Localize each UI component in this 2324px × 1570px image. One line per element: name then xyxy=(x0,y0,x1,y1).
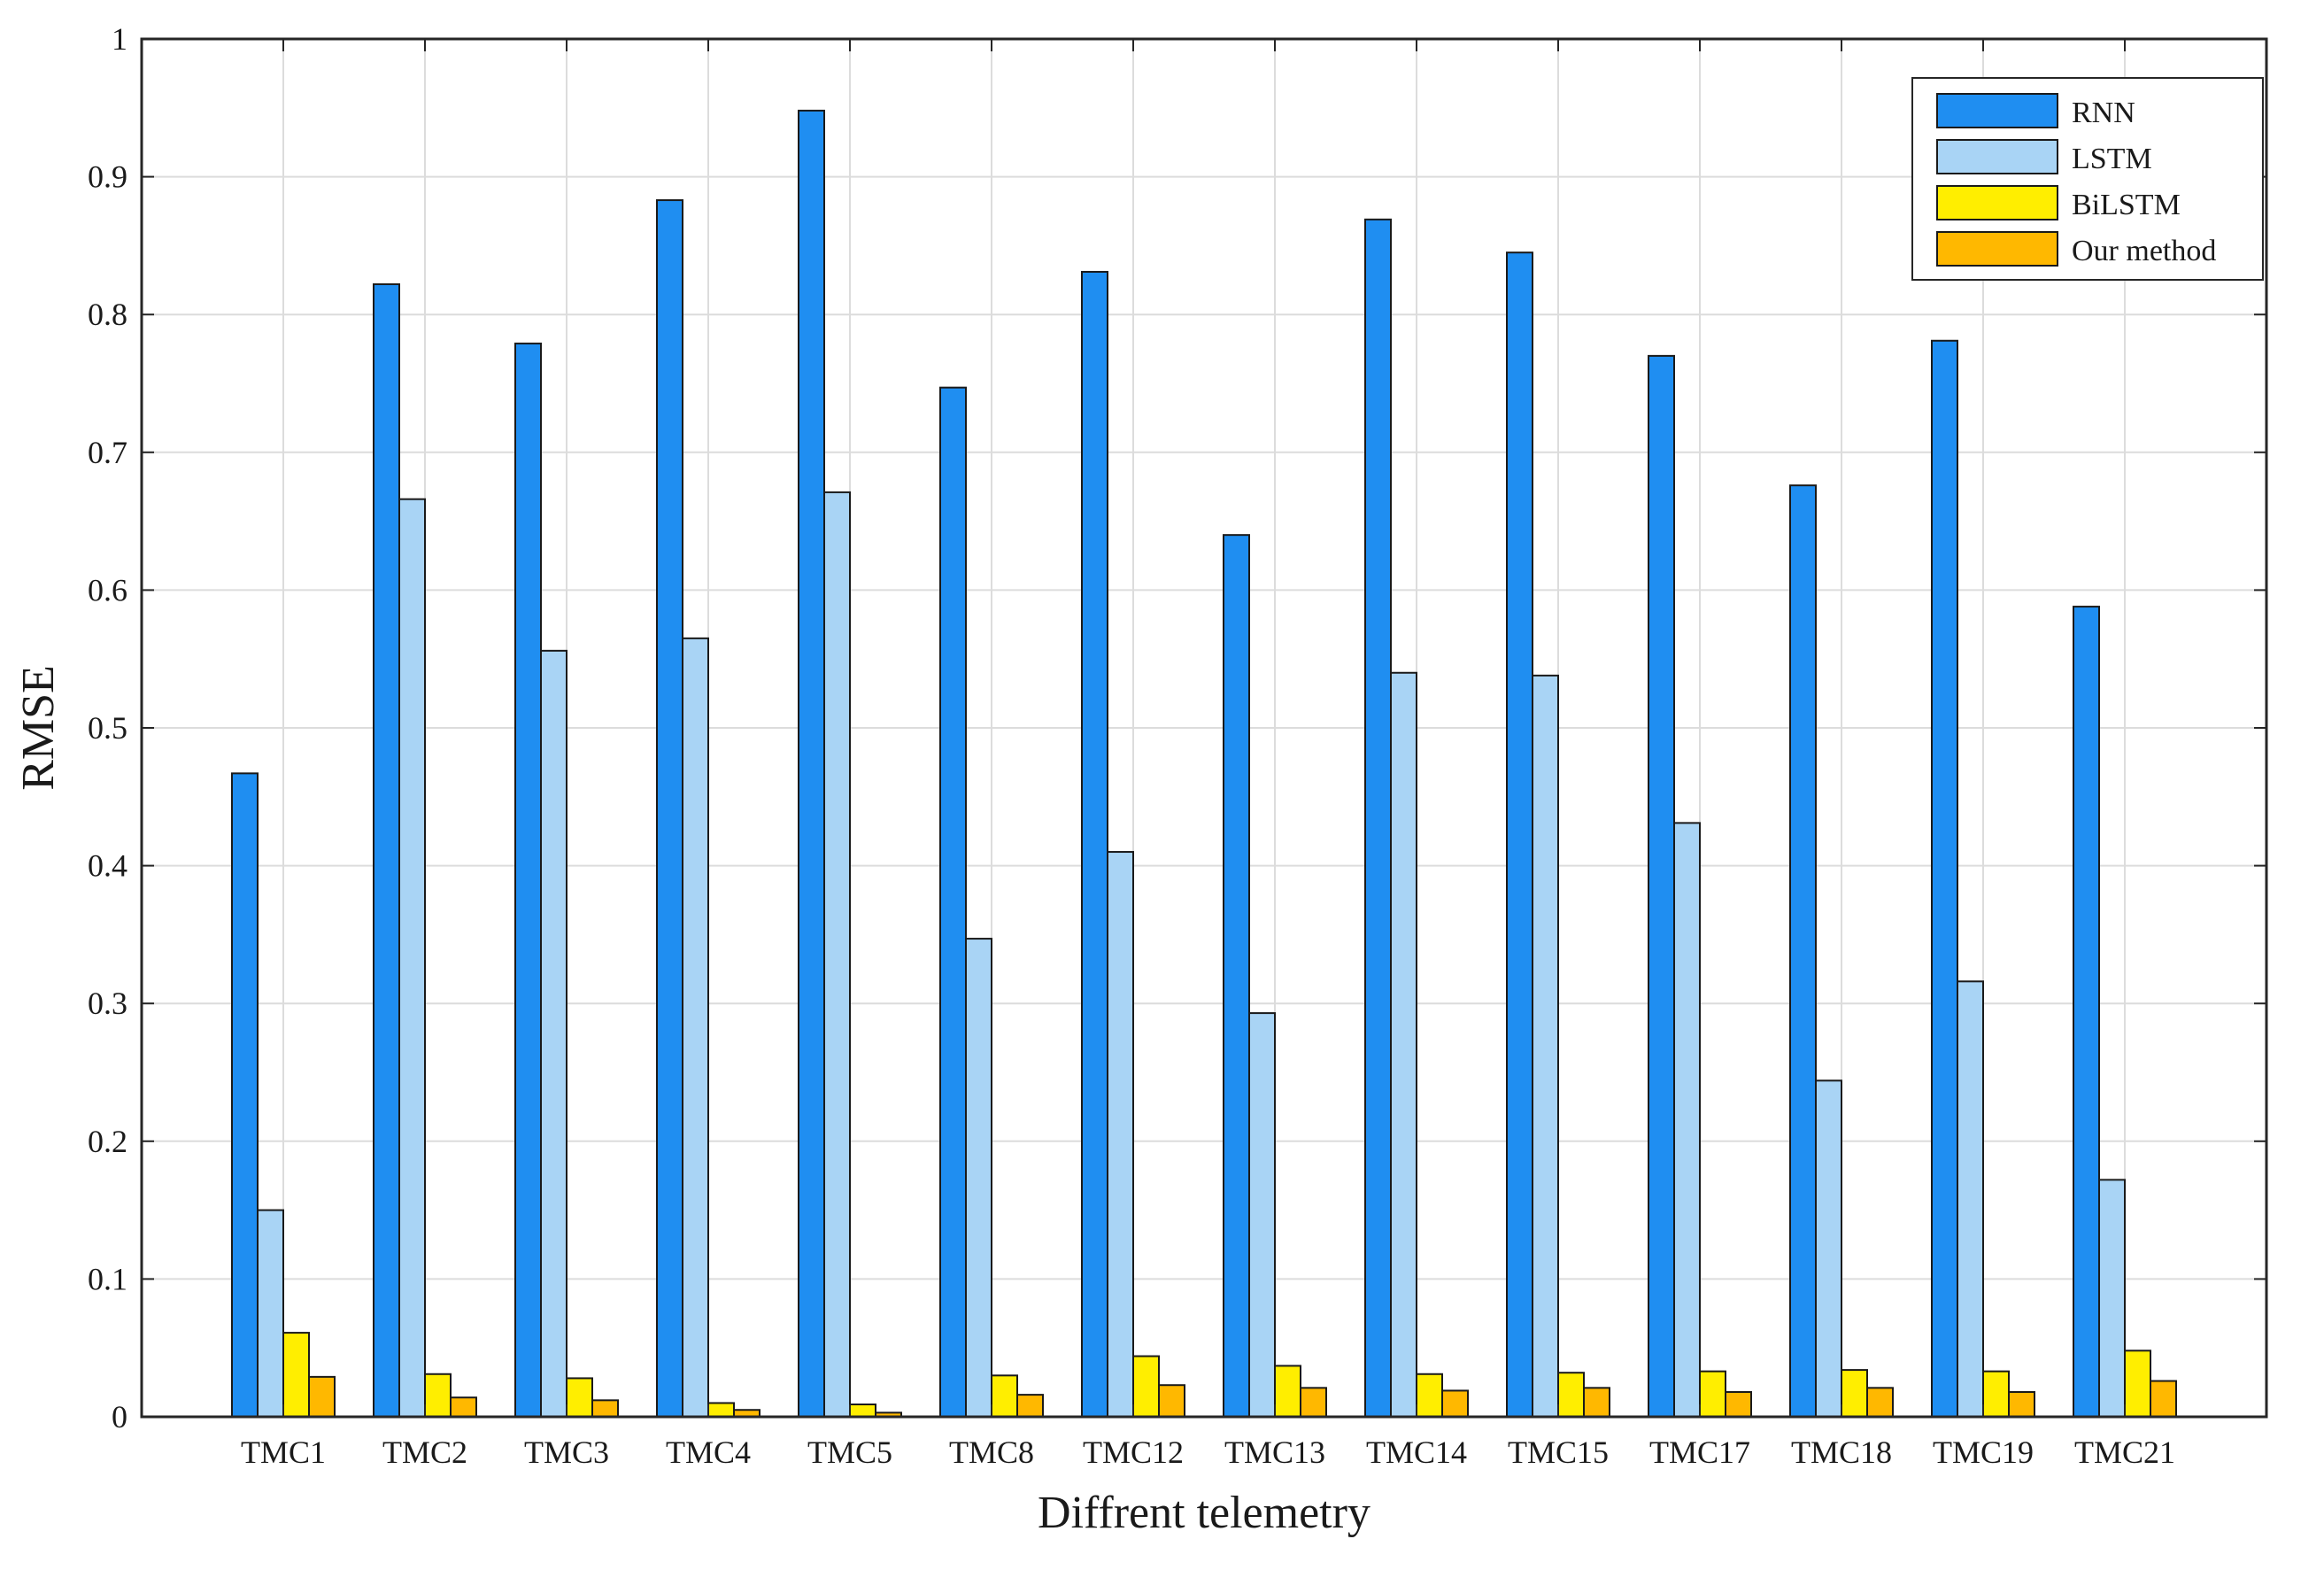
bar-lstm-tmc4 xyxy=(682,637,709,1418)
bar-rnn-tmc2 xyxy=(373,282,400,1418)
legend-swatch-our-method xyxy=(1936,231,2058,267)
x-tick-label: TMC19 xyxy=(1933,1435,2034,1470)
bar-our-method-tmc1 xyxy=(308,1375,336,1418)
bar-lstm-tmc12 xyxy=(1107,851,1134,1418)
y-tick-label: 0.8 xyxy=(88,297,127,332)
bar-bilstm-tmc1 xyxy=(282,1332,310,1418)
bar-lstm-tmc15 xyxy=(1532,674,1559,1418)
x-tick-label: TMC12 xyxy=(1083,1435,1184,1470)
bar-our-method-tmc12 xyxy=(1158,1384,1185,1419)
bar-lstm-tmc19 xyxy=(1957,980,1984,1418)
legend: RNN LSTM BiLSTM Our method xyxy=(1911,77,2264,281)
bar-our-method-tmc17 xyxy=(1725,1390,1752,1418)
bar-bilstm-tmc2 xyxy=(424,1373,452,1419)
axis-ticks: 0 0.1 0.2 0.3 0.4 0.5 0.6 0.7 0.8 0.9 1 TMC1 TMC2 TMC… xyxy=(88,21,2266,1470)
legend-label-bilstm: BiLSTM xyxy=(2072,189,2181,221)
legend-label-lstm: LSTM xyxy=(2072,143,2152,175)
legend-swatch-lstm xyxy=(1936,139,2058,174)
y-tick-label: 0.2 xyxy=(88,1124,127,1159)
bar-lstm-tmc1 xyxy=(257,1209,284,1418)
bar-lstm-tmc2 xyxy=(398,498,426,1418)
bar-rnn-tmc5 xyxy=(798,109,825,1419)
x-tick-label: TMC17 xyxy=(1649,1435,1750,1470)
bar-our-method-tmc2 xyxy=(450,1396,477,1418)
y-tick-label: 1 xyxy=(112,21,127,57)
x-tick-label: TMC8 xyxy=(949,1435,1034,1470)
y-tick-label: 0.5 xyxy=(88,710,127,746)
bar-rnn-tmc19 xyxy=(1931,339,1958,1418)
y-tick-label: 0.6 xyxy=(88,572,127,607)
y-tick-label: 0.7 xyxy=(88,435,127,470)
x-tick-label: TMC15 xyxy=(1508,1435,1609,1470)
bar-rnn-tmc8 xyxy=(939,386,967,1419)
bar-bilstm-tmc4 xyxy=(707,1402,735,1418)
x-tick-label: TMC4 xyxy=(666,1435,751,1470)
x-axis-label: Diffrent telemetry xyxy=(1038,1488,1370,1538)
bar-bilstm-tmc8 xyxy=(991,1374,1018,1418)
bar-lstm-tmc5 xyxy=(823,491,851,1419)
bar-our-method-tmc13 xyxy=(1300,1387,1327,1418)
x-tick-label: TMC3 xyxy=(524,1435,609,1470)
x-tick-label: TMC14 xyxy=(1366,1435,1467,1470)
legend-swatch-rnn xyxy=(1936,93,2058,128)
y-tick-label: 0.1 xyxy=(88,1261,127,1296)
bar-bilstm-tmc3 xyxy=(566,1377,593,1419)
bar-rnn-tmc14 xyxy=(1364,218,1392,1418)
bar-our-method-tmc15 xyxy=(1583,1387,1610,1418)
bar-bilstm-tmc17 xyxy=(1699,1370,1726,1418)
bar-lstm-tmc18 xyxy=(1815,1079,1842,1419)
y-axis-label: RMSE xyxy=(13,665,64,791)
x-tick-label: TMC18 xyxy=(1791,1435,1892,1470)
bar-rnn-tmc15 xyxy=(1506,251,1533,1418)
bar-our-method-tmc8 xyxy=(1016,1394,1044,1419)
bar-lstm-tmc3 xyxy=(540,649,567,1418)
bar-rnn-tmc12 xyxy=(1081,270,1108,1418)
bar-lstm-tmc13 xyxy=(1248,1012,1276,1419)
x-tick-label: TMC2 xyxy=(382,1435,467,1470)
bar-rnn-tmc18 xyxy=(1789,484,1817,1418)
x-tick-label: TMC13 xyxy=(1224,1435,1325,1470)
y-tick-label: 0.4 xyxy=(88,848,127,884)
bars xyxy=(231,109,2177,1419)
bar-our-method-tmc19 xyxy=(2008,1390,2035,1418)
bar-rnn-tmc17 xyxy=(1648,354,1675,1418)
bar-our-method-tmc14 xyxy=(1441,1389,1469,1419)
x-tick-label: TMC5 xyxy=(807,1435,892,1470)
y-tick-label: 0.3 xyxy=(88,986,127,1021)
bar-rnn-tmc4 xyxy=(656,199,683,1418)
bar-lstm-tmc14 xyxy=(1390,671,1417,1418)
bar-bilstm-tmc19 xyxy=(1982,1370,2010,1418)
legend-label-our-method: Our method xyxy=(2072,235,2216,267)
bar-bilstm-tmc5 xyxy=(849,1403,876,1418)
x-tick-label: TMC1 xyxy=(241,1435,326,1470)
bar-rnn-tmc21 xyxy=(2073,606,2100,1418)
bar-lstm-tmc21 xyxy=(2098,1179,2126,1419)
y-tick-label: 0 xyxy=(112,1399,127,1435)
bar-our-method-tmc21 xyxy=(2150,1380,2177,1418)
bar-bilstm-tmc13 xyxy=(1274,1365,1301,1418)
bar-rnn-tmc3 xyxy=(514,342,542,1419)
bar-bilstm-tmc12 xyxy=(1132,1355,1160,1419)
bar-bilstm-tmc15 xyxy=(1557,1372,1585,1419)
y-tick-label: 0.9 xyxy=(88,159,127,195)
x-tick-label: TMC21 xyxy=(2074,1435,2175,1470)
bar-lstm-tmc8 xyxy=(965,938,992,1418)
bar-our-method-tmc3 xyxy=(591,1399,619,1419)
bar-bilstm-tmc18 xyxy=(1841,1369,1868,1418)
bar-bilstm-tmc21 xyxy=(2124,1350,2151,1419)
legend-label-rnn: RNN xyxy=(2072,97,2135,129)
bar-rnn-tmc1 xyxy=(231,772,259,1418)
bar-our-method-tmc18 xyxy=(1866,1387,1894,1418)
legend-swatch-bilstm xyxy=(1936,185,2058,220)
bar-rnn-tmc13 xyxy=(1223,534,1250,1418)
bar-bilstm-tmc14 xyxy=(1416,1373,1443,1419)
bar-lstm-tmc17 xyxy=(1673,822,1701,1418)
